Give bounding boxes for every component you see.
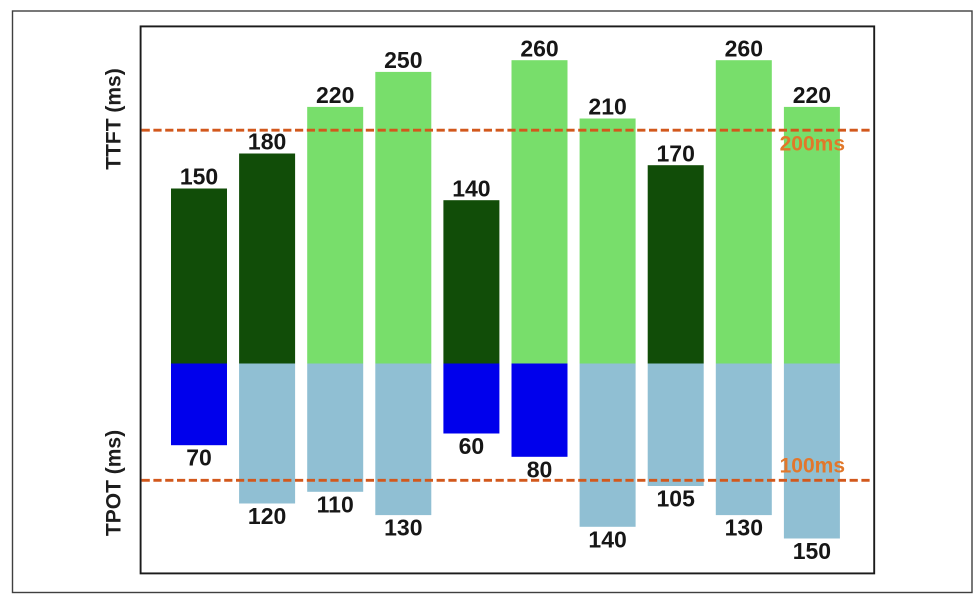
svg-text:150: 150: [793, 538, 831, 564]
svg-text:260: 260: [725, 35, 763, 61]
svg-text:100ms: 100ms: [780, 455, 845, 478]
svg-text:80: 80: [527, 456, 553, 482]
svg-text:170: 170: [657, 140, 695, 166]
svg-text:TTFT (ms): TTFT (ms): [103, 68, 126, 169]
svg-text:260: 260: [520, 35, 558, 61]
svg-text:250: 250: [384, 47, 422, 73]
svg-text:120: 120: [248, 503, 286, 529]
svg-text:130: 130: [725, 515, 763, 541]
svg-text:220: 220: [793, 82, 831, 108]
svg-text:220: 220: [316, 82, 354, 108]
svg-text:200ms: 200ms: [780, 133, 845, 156]
svg-text:180: 180: [248, 129, 286, 155]
svg-text:210: 210: [588, 94, 626, 120]
svg-text:130: 130: [384, 515, 422, 541]
svg-text:TPOT (ms): TPOT (ms): [103, 430, 126, 536]
svg-text:110: 110: [317, 491, 354, 517]
svg-text:60: 60: [459, 433, 485, 459]
svg-text:105: 105: [657, 486, 696, 512]
svg-text:150: 150: [180, 164, 218, 190]
svg-text:140: 140: [452, 175, 490, 201]
svg-text:70: 70: [186, 445, 212, 471]
svg-text:140: 140: [588, 526, 626, 552]
